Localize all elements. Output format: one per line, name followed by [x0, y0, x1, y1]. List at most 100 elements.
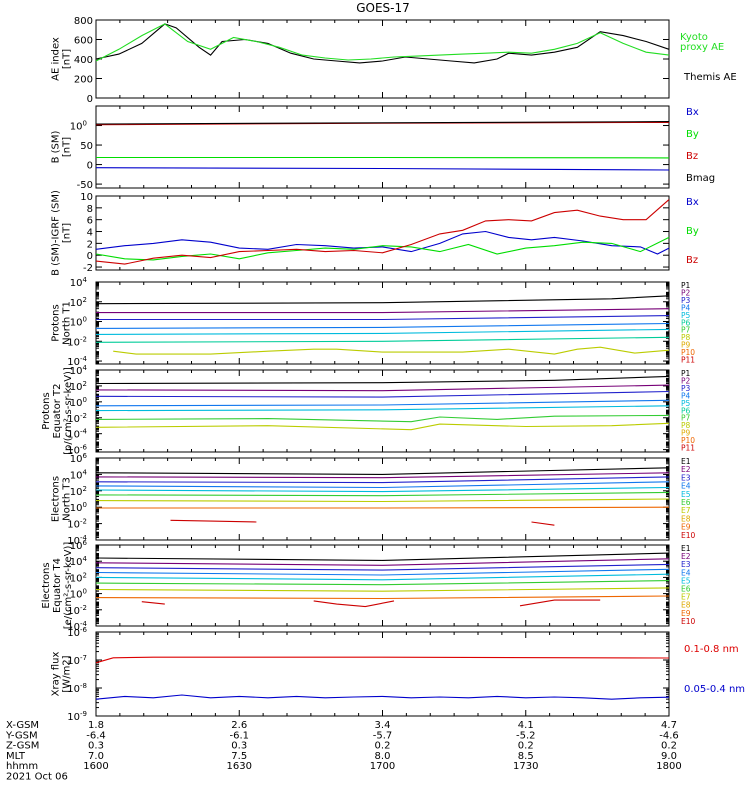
y-tick-label: 6	[87, 216, 93, 227]
y-axis-label: AE index	[51, 37, 62, 81]
legend-entry: E8	[681, 514, 691, 523]
legend-entry: E5	[681, 490, 691, 499]
legend-entry: P4	[681, 391, 691, 400]
y-axis-label: Electrons	[51, 476, 62, 522]
ephemeris-value: -4.6	[659, 730, 679, 741]
y-axis-label: Electrons	[41, 562, 52, 608]
series-line-bx	[95, 167, 670, 171]
ephemeris-value: 3.4	[375, 720, 391, 731]
ephemeris-value: -6.1	[229, 730, 249, 741]
y-axis-label: [nT]	[62, 49, 73, 69]
legend-entry: By	[686, 226, 699, 237]
legend-entry: P1	[681, 281, 691, 290]
series-line-e5	[95, 486, 670, 493]
legend-entry: E4	[681, 482, 691, 491]
panel-frame	[95, 631, 670, 717]
series-line-e7	[95, 587, 670, 592]
y-tick-label: 10-7	[67, 654, 87, 667]
y-tick-label: 10-4	[67, 620, 87, 633]
y-tick-label: 50	[80, 141, 93, 152]
panel-frame	[95, 544, 670, 627]
y-axis-label: [e/(cm²-s-sr-keV)]	[63, 542, 74, 630]
y-tick-label: 600	[74, 36, 93, 47]
series-line-e8	[96, 506, 670, 509]
ephemeris-value: 1630	[227, 761, 252, 772]
series-line-e9a	[170, 519, 257, 523]
y-tick-label: 106	[70, 539, 88, 552]
ephemeris-value: 1800	[656, 761, 681, 772]
legend-entry: Kyoto	[680, 32, 708, 43]
panel-xray: 10-9 10-8 10-7 10-6 Xray flux [W/m2] 0.1-0.8 n…	[51, 626, 746, 723]
y-tick-label: 4	[87, 228, 93, 239]
series-line-e9b	[531, 521, 555, 526]
series-line-themis-ae	[95, 23, 670, 64]
series-line-e9a	[141, 601, 165, 605]
legend-entry: E2	[681, 465, 691, 474]
panel-electrons_t4: 10-4 10-2 100 102 104 106 Electrons Equator T4[…	[41, 539, 696, 633]
series-line-e4	[95, 481, 670, 489]
legend-entry: P3	[681, 384, 691, 393]
legend-entry: E9	[681, 523, 691, 532]
y-tick-label: 8	[87, 204, 93, 215]
y-axis-label: North T1	[62, 301, 73, 345]
y-tick-label: 10-4	[67, 534, 87, 547]
series-line-p7	[95, 422, 670, 431]
y-axis-label: Equator T4	[52, 558, 63, 613]
series-line-p2	[96, 308, 670, 314]
legend-entry: Bx	[686, 197, 699, 208]
panel-frame	[95, 19, 670, 99]
y-axis-label: North T3	[62, 477, 73, 521]
ephemeris-value: 7.5	[231, 751, 247, 762]
y-tick-label: 104	[70, 364, 88, 377]
legend-entry: E3	[681, 560, 691, 569]
legend-entry: P8	[681, 333, 691, 342]
legend-entry: E8	[681, 601, 691, 610]
legend-entry: P8	[681, 421, 691, 430]
ephemeris-value: 7.0	[88, 751, 104, 762]
ephemeris-value: 1.8	[88, 720, 104, 731]
ephemeris-value: 2.6	[231, 720, 247, 731]
series-line-e6	[95, 580, 670, 586]
series-line-p2	[95, 384, 670, 392]
legend-entry: E6	[681, 585, 691, 594]
ephemeris-value: 4.7	[661, 720, 677, 731]
ephemeris-footer: X-GSM 1.8 2.6 3.4 4.1 4.7 Y-GSM -6.4 -6.1 -5.7 -5.…	[5, 720, 682, 783]
y-tick-label: 10	[80, 192, 93, 203]
series-line-p7	[113, 346, 670, 355]
legend-entry: P3	[681, 296, 691, 305]
legend-entry: Bz	[686, 151, 698, 162]
y-tick-label: 104	[70, 468, 88, 481]
legend-entry: 0.1-0.8 nm	[684, 644, 739, 655]
ephemeris-value: 0.2	[518, 741, 534, 752]
y-axis-label: B (SM)	[51, 130, 62, 163]
y-tick-label: 102	[70, 380, 87, 393]
panel-protons_t1: 10-4 10-2 100 102 104 Protons North T1 P1P2P3P4…	[51, 276, 696, 368]
series-line-e4	[95, 568, 670, 576]
legend-entry: P9	[681, 429, 691, 438]
series-line-p1	[95, 375, 670, 385]
legend-entry: P7	[681, 414, 691, 423]
series-line-e3	[95, 563, 670, 571]
y-tick-label: 10-9	[67, 710, 87, 723]
panel-frame	[95, 105, 670, 189]
ephemeris-value: -5.7	[373, 730, 393, 741]
panel-protons_t2: 10-6 10-4 10-2 100 102 104 Protons Equator T2 [p…	[41, 364, 695, 457]
y-tick-label: 10-8	[67, 682, 87, 695]
legend-entry: P9	[681, 341, 691, 350]
legend-entry: E2	[681, 552, 691, 561]
ephemeris-value: 0.3	[88, 741, 104, 752]
legend-entry: P6	[681, 318, 691, 327]
y-tick-label: 106	[70, 452, 88, 465]
series-line-bmag	[95, 121, 670, 125]
legend-entry: E10	[681, 617, 696, 626]
ephemeris-value: 1730	[513, 761, 538, 772]
legend-entry: Bx	[686, 107, 699, 118]
y-tick-label: 400	[74, 55, 93, 66]
legend-entry: E10	[681, 531, 696, 540]
y-axis-label: B (SM)-IGRF (SM)	[51, 190, 62, 276]
y-tick-label: 0	[87, 94, 93, 105]
